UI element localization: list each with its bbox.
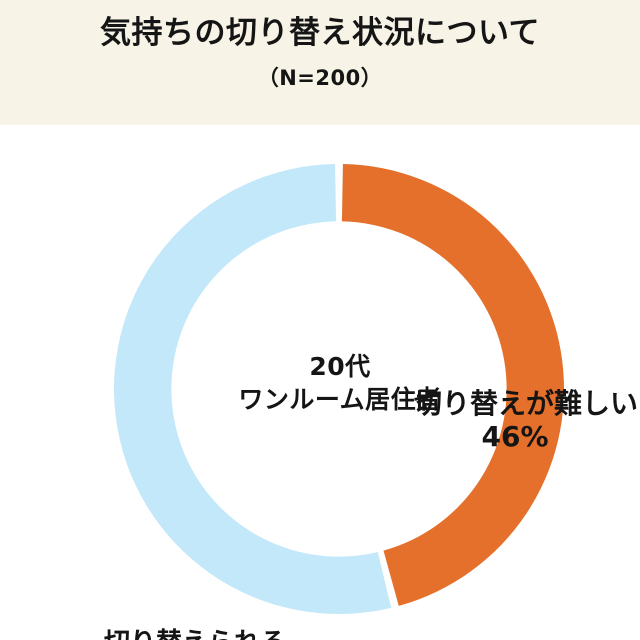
donut-slice-manageable[interactable] [114,164,392,614]
donut-chart: 20代 ワンルーム居住者 切り替えが難しい 46% 切り替えられる 54% [0,125,640,640]
chart-subtitle: （N=200） [257,65,383,90]
donut-chart-svg [114,164,564,614]
chart-title: 気持ちの切り替え状況について [99,15,541,51]
slice-label-manageable: 切り替えられる 54% [104,628,286,640]
chart-header: 気持ちの切り替え状況について （N=200） [0,0,640,125]
slice-label-difficult: 切り替えが難しい 46% [414,388,638,456]
donut-slice-difficult[interactable] [341,164,564,606]
donut-slices [114,164,564,614]
slice-label-manageable-name: 切り替えられる [104,628,286,640]
slice-label-difficult-value: 46% [481,420,549,454]
slice-label-difficult-name: 切り替えが難しい [414,387,639,420]
